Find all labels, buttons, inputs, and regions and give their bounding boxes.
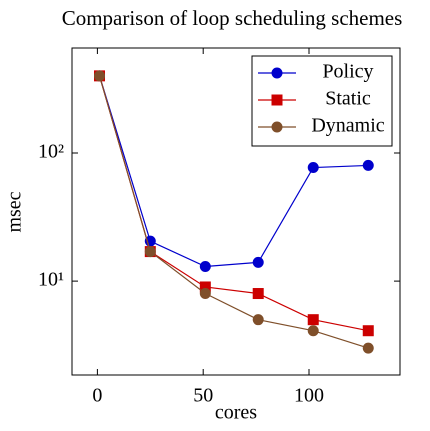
marker	[307, 314, 319, 326]
marker	[307, 325, 319, 337]
marker	[307, 162, 319, 174]
series-line	[98, 75, 369, 349]
marker	[362, 159, 374, 171]
x-tick-label: 0	[92, 385, 102, 407]
chart-title: Comparison of loop scheduling schemes	[62, 6, 403, 30]
marker	[199, 288, 211, 300]
legend-marker	[271, 67, 283, 79]
legend-marker	[271, 121, 283, 133]
x-axis-label: cores	[215, 402, 257, 424]
marker	[362, 342, 374, 354]
x-tick-label: 100	[294, 385, 324, 407]
legend-label: Static	[325, 88, 371, 110]
x-tick-label: 50	[193, 385, 213, 407]
marker	[144, 246, 156, 258]
legend-label: Policy	[322, 61, 373, 83]
y-axis-label: msec	[4, 191, 26, 232]
marker	[252, 288, 264, 300]
marker	[94, 70, 106, 82]
marker	[252, 256, 264, 268]
marker	[252, 314, 264, 326]
legend-marker	[271, 94, 283, 106]
marker	[199, 261, 211, 273]
legend-label: Dynamic	[311, 115, 384, 137]
plot-frame	[71, 47, 401, 376]
y-tick-label: 10²	[38, 141, 64, 163]
y-tick-label: 10¹	[38, 269, 64, 291]
marker	[362, 325, 374, 337]
series-line	[98, 75, 369, 268]
